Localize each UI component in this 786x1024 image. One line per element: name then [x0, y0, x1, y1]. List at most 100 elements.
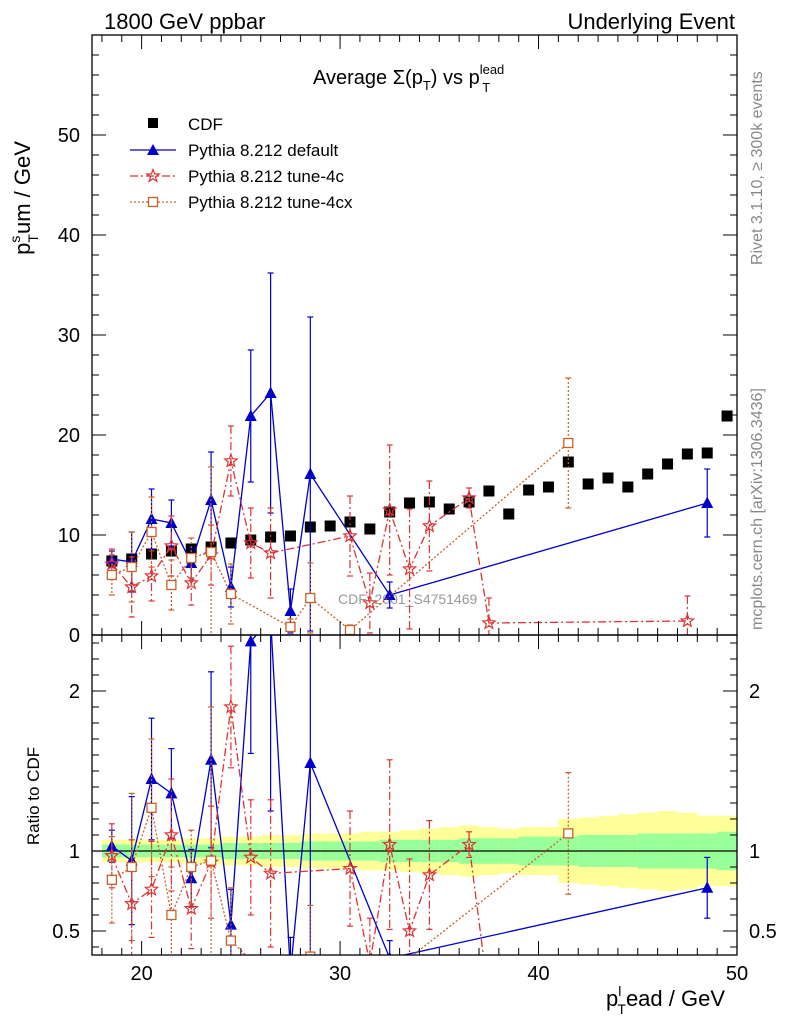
tune-4c-ratio-point	[421, 866, 438, 882]
cdf-point	[443, 503, 455, 515]
default-point	[284, 604, 297, 616]
x-tick-label: 40	[527, 963, 549, 985]
ratio-series	[92, 635, 737, 1009]
tune-4c-ratio-point	[483, 992, 495, 1004]
cdf-point	[701, 447, 713, 459]
tune-4c-point	[481, 614, 497, 630]
tune-4cx-point	[146, 526, 157, 538]
tune-4cx-ratio-point	[563, 828, 574, 839]
legend-entry-default: Pythia 8.212 default	[130, 141, 339, 160]
ratio-plot-frame	[91, 634, 738, 956]
analysis-label: CDF_2001_S4751469	[338, 591, 478, 607]
tune-4c-point	[679, 612, 696, 628]
y-tick-label: 0	[69, 625, 80, 647]
cdf-point	[542, 481, 554, 493]
tune-4cx-ratio-point	[126, 861, 137, 873]
tune-4c-ratio-point	[401, 922, 418, 938]
tune-4cx-point	[563, 437, 574, 449]
main-series	[104, 272, 733, 635]
tune-4cx-ratio-point	[205, 855, 217, 866]
legend-tune-4cx-marker	[147, 196, 159, 208]
tune-4cx-point	[285, 621, 296, 633]
default-point	[304, 467, 317, 479]
tune-4c-point	[421, 517, 438, 533]
tune-4c-point	[223, 452, 239, 468]
legend-cdf-label: CDF	[188, 115, 223, 134]
cdf-point	[463, 496, 475, 508]
tune-4cx-point	[344, 624, 356, 635]
x-tick-label: 20	[130, 963, 152, 985]
tune-4cx-ratio-point	[166, 909, 177, 921]
plot-title: Average Σ(pT) vs plead T	[313, 62, 504, 95]
tune-4c-point	[262, 544, 279, 560]
tune-4cx-point	[225, 588, 237, 600]
default-point	[383, 588, 396, 600]
tune-4c-point	[362, 594, 378, 610]
tune-4cx-point	[126, 561, 137, 573]
cdf-point	[344, 516, 356, 528]
default-ratio-point	[304, 756, 317, 768]
ratio-tick-label-left: 2	[69, 681, 80, 703]
cdf-point	[324, 520, 336, 532]
legend-default-label: Pythia 8.212 default	[188, 141, 339, 160]
cdf-point	[523, 484, 535, 496]
rivet-label: Rivet 3.1.10, ≥ 300k events	[749, 71, 766, 265]
tune-4cx-ratio-point	[106, 874, 117, 885]
cdf-point	[662, 458, 674, 470]
header-right-label: Underlying Event	[567, 9, 735, 34]
tune-4c-ratio-point	[342, 860, 358, 876]
tune-4c-ratio-point	[369, 954, 370, 955]
tune-4c-ratio-point	[143, 881, 160, 897]
default-ratio-point	[701, 881, 714, 893]
cdf-point	[503, 508, 515, 520]
tune-4cx-ratio-point	[146, 802, 157, 813]
x-tick-label: 50	[726, 963, 748, 985]
cdf-point	[721, 410, 733, 422]
tune-4cx-point	[106, 569, 117, 581]
tune-4c-ratio-line	[111, 706, 484, 955]
ratio-tick-label-right: 2	[749, 681, 760, 703]
tune-4cx-point	[305, 592, 316, 604]
tune-4c-ratio-point	[262, 865, 279, 881]
y-tick-label: 20	[58, 425, 80, 447]
mcplots-label: mcplots.cern.ch [arXiv:1306.3436]	[749, 388, 766, 630]
default-ratio-point	[165, 786, 178, 799]
x-tick-label: 30	[329, 963, 351, 985]
default-point	[244, 409, 257, 421]
cdf-point	[602, 472, 614, 484]
ratio-tick-label-left: 1	[69, 841, 80, 863]
tune-4cx-point	[186, 552, 197, 564]
header-left-label: 1800 GeV ppbar	[104, 9, 265, 34]
tune-4c-point	[163, 537, 180, 553]
cdf-point	[483, 485, 495, 497]
tune-4c-point	[401, 560, 418, 576]
default-point	[701, 496, 714, 508]
tune-4c-ratio-point	[163, 826, 180, 842]
tune-4c-ratio-point	[381, 836, 398, 852]
default-ratio-point	[185, 871, 198, 884]
tune-4c-ratio-point	[183, 900, 199, 916]
tune-4cx-ratio-point	[186, 861, 197, 873]
tune-4c-ratio-point	[461, 836, 477, 852]
legend-cdf-marker	[148, 118, 158, 128]
cdf-point	[681, 448, 693, 460]
legend: CDF Pythia 8.212 default Pythia 8.212 tu…	[130, 115, 353, 212]
tune-4cx-point	[166, 579, 177, 591]
legend-tune-4c-marker	[145, 167, 161, 183]
tune-4c-ratio-point	[243, 849, 259, 865]
legend-entry-tune-4c: Pythia 8.212 tune-4c	[130, 167, 344, 186]
x-axis-label: pl Tead / GeV	[606, 983, 725, 1017]
tune-4c-point	[461, 489, 477, 505]
legend-default-marker	[147, 144, 159, 155]
legend-entry-tune-4cx: Pythia 8.212 tune-4cx	[130, 193, 353, 212]
legend-entry-cdf: CDF	[148, 115, 223, 134]
tune-4cx-ratio-point	[346, 1000, 355, 1009]
tune-4c-point	[183, 574, 199, 590]
ratio-tick-label-left: 0.5	[52, 921, 80, 943]
y-axis-label: ps Tum / GeV	[7, 141, 41, 255]
tune-4c-point	[342, 527, 358, 543]
tune-4c-point	[381, 501, 398, 517]
